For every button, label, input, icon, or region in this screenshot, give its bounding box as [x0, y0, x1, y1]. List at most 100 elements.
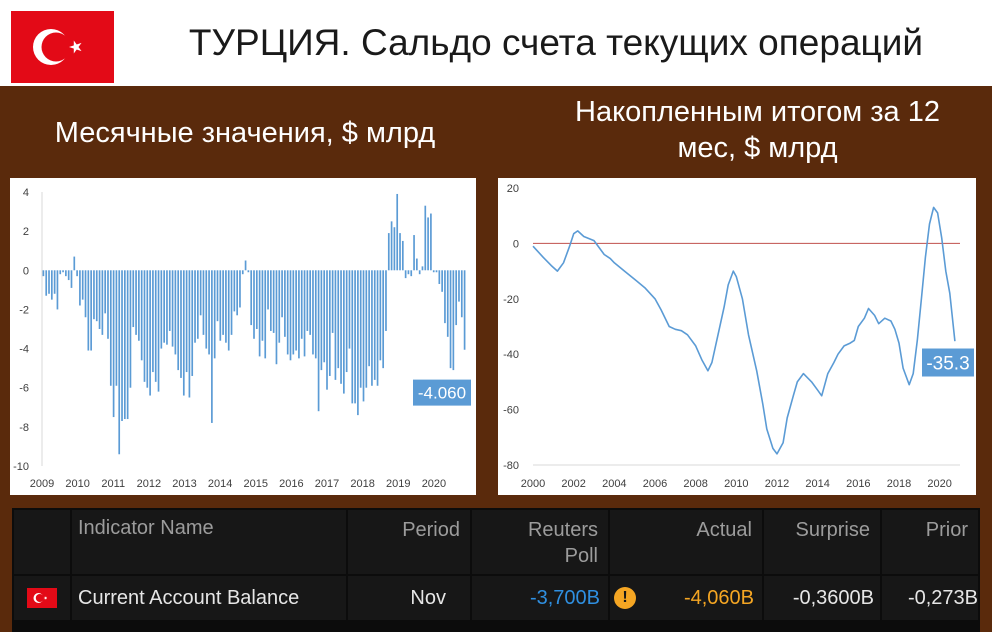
x-tick-label: 2017: [315, 478, 339, 490]
bar: [463, 270, 466, 350]
bar: [45, 270, 48, 296]
y-tick-label: -8: [19, 422, 29, 434]
annotation-box: [413, 379, 471, 406]
y-tick-label: 4: [23, 187, 29, 199]
bar: [362, 270, 365, 402]
y-tick-label: -80: [503, 460, 519, 472]
bar: [194, 270, 196, 343]
x-tick-label: 2004: [602, 478, 626, 490]
x-tick-label: 2016: [846, 478, 870, 490]
series-line: [532, 206, 956, 455]
left-subtitle: Месячные значения, $ млрд: [54, 117, 436, 149]
x-tick-label: 2018: [887, 478, 911, 490]
bar: [278, 270, 281, 343]
bar: [309, 270, 312, 335]
bar: [460, 270, 463, 318]
bar: [295, 270, 297, 351]
bar: [390, 221, 393, 271]
x-tick-label: 2002: [561, 478, 585, 490]
bar: [126, 270, 129, 420]
bar: [326, 270, 328, 390]
bar: [424, 205, 427, 271]
header-prior: Prior: [882, 510, 978, 574]
x-tick-label: 2020: [927, 478, 951, 490]
bar: [320, 270, 323, 371]
bar: [371, 270, 373, 386]
bar: [95, 270, 98, 322]
alert-icon[interactable]: !: [614, 587, 636, 609]
row-surprise: -0,3600B: [764, 576, 880, 620]
row-flag-cell: [14, 576, 70, 620]
x-tick-label: 2012: [765, 478, 789, 490]
bar: [255, 270, 258, 329]
bar: [432, 270, 435, 273]
bar: [300, 270, 303, 339]
y-tick-label: -6: [19, 383, 29, 395]
bar: [430, 213, 432, 271]
bar: [334, 270, 337, 380]
bar: [438, 270, 441, 284]
bar: [286, 270, 289, 355]
header-indicator-name: Indicator Name: [72, 510, 346, 574]
bar: [123, 270, 126, 420]
bar: [48, 270, 50, 294]
y-tick-label: -10: [13, 461, 29, 473]
bar: [70, 270, 73, 288]
bar: [132, 270, 135, 328]
bar: [182, 270, 185, 396]
x-tick-label: 2013: [172, 478, 196, 490]
bar: [446, 270, 449, 337]
bar: [421, 266, 424, 271]
turkey-flag-small-icon: [27, 588, 57, 608]
bar: [118, 270, 121, 455]
y-tick-label: -20: [503, 294, 519, 306]
x-tick-label: 2009: [30, 478, 54, 490]
x-tick-label: 2000: [521, 478, 545, 490]
bar: [115, 270, 118, 386]
bar: [253, 270, 255, 339]
bar: [171, 270, 174, 347]
bar: [458, 270, 460, 302]
bar: [303, 270, 306, 357]
bar: [351, 270, 354, 404]
bar: [393, 227, 396, 271]
bar: [401, 240, 404, 271]
row-prior: -0,273B: [882, 576, 978, 620]
bar: [413, 235, 415, 271]
bar: [385, 270, 387, 331]
bar: [104, 270, 107, 314]
bar: [368, 270, 370, 367]
bar: [93, 270, 95, 320]
bar: [160, 270, 163, 349]
bar: [56, 270, 59, 310]
bar: [289, 270, 292, 361]
bar: [444, 270, 446, 324]
bar: [239, 270, 241, 308]
bar: [306, 270, 309, 331]
bar: [191, 270, 194, 376]
bar: [121, 270, 123, 421]
bar: [292, 270, 295, 355]
bar: [337, 270, 340, 369]
bar: [202, 270, 205, 335]
x-tick-label: 2010: [65, 478, 89, 490]
y-tick-label: -2: [19, 304, 29, 316]
bar: [455, 270, 458, 326]
x-tick-label: 2019: [386, 478, 410, 490]
bar: [208, 270, 210, 355]
bar: [404, 270, 407, 279]
bar: [107, 270, 109, 339]
bar: [219, 270, 222, 341]
row-actual-value: -4,060B: [683, 586, 754, 609]
bar: [410, 270, 413, 277]
bar: [317, 270, 320, 412]
row-indicator-name[interactable]: Current Account Balance: [72, 576, 346, 620]
bar: [312, 270, 314, 355]
row-actual: ! -4,060B: [610, 576, 762, 620]
header-banner: ТУРЦИЯ. Сальдо счета текущих операций: [0, 0, 992, 86]
x-tick-label: 2008: [683, 478, 707, 490]
bar: [264, 270, 267, 359]
x-tick-label: 2006: [643, 478, 667, 490]
bar: [199, 270, 202, 316]
